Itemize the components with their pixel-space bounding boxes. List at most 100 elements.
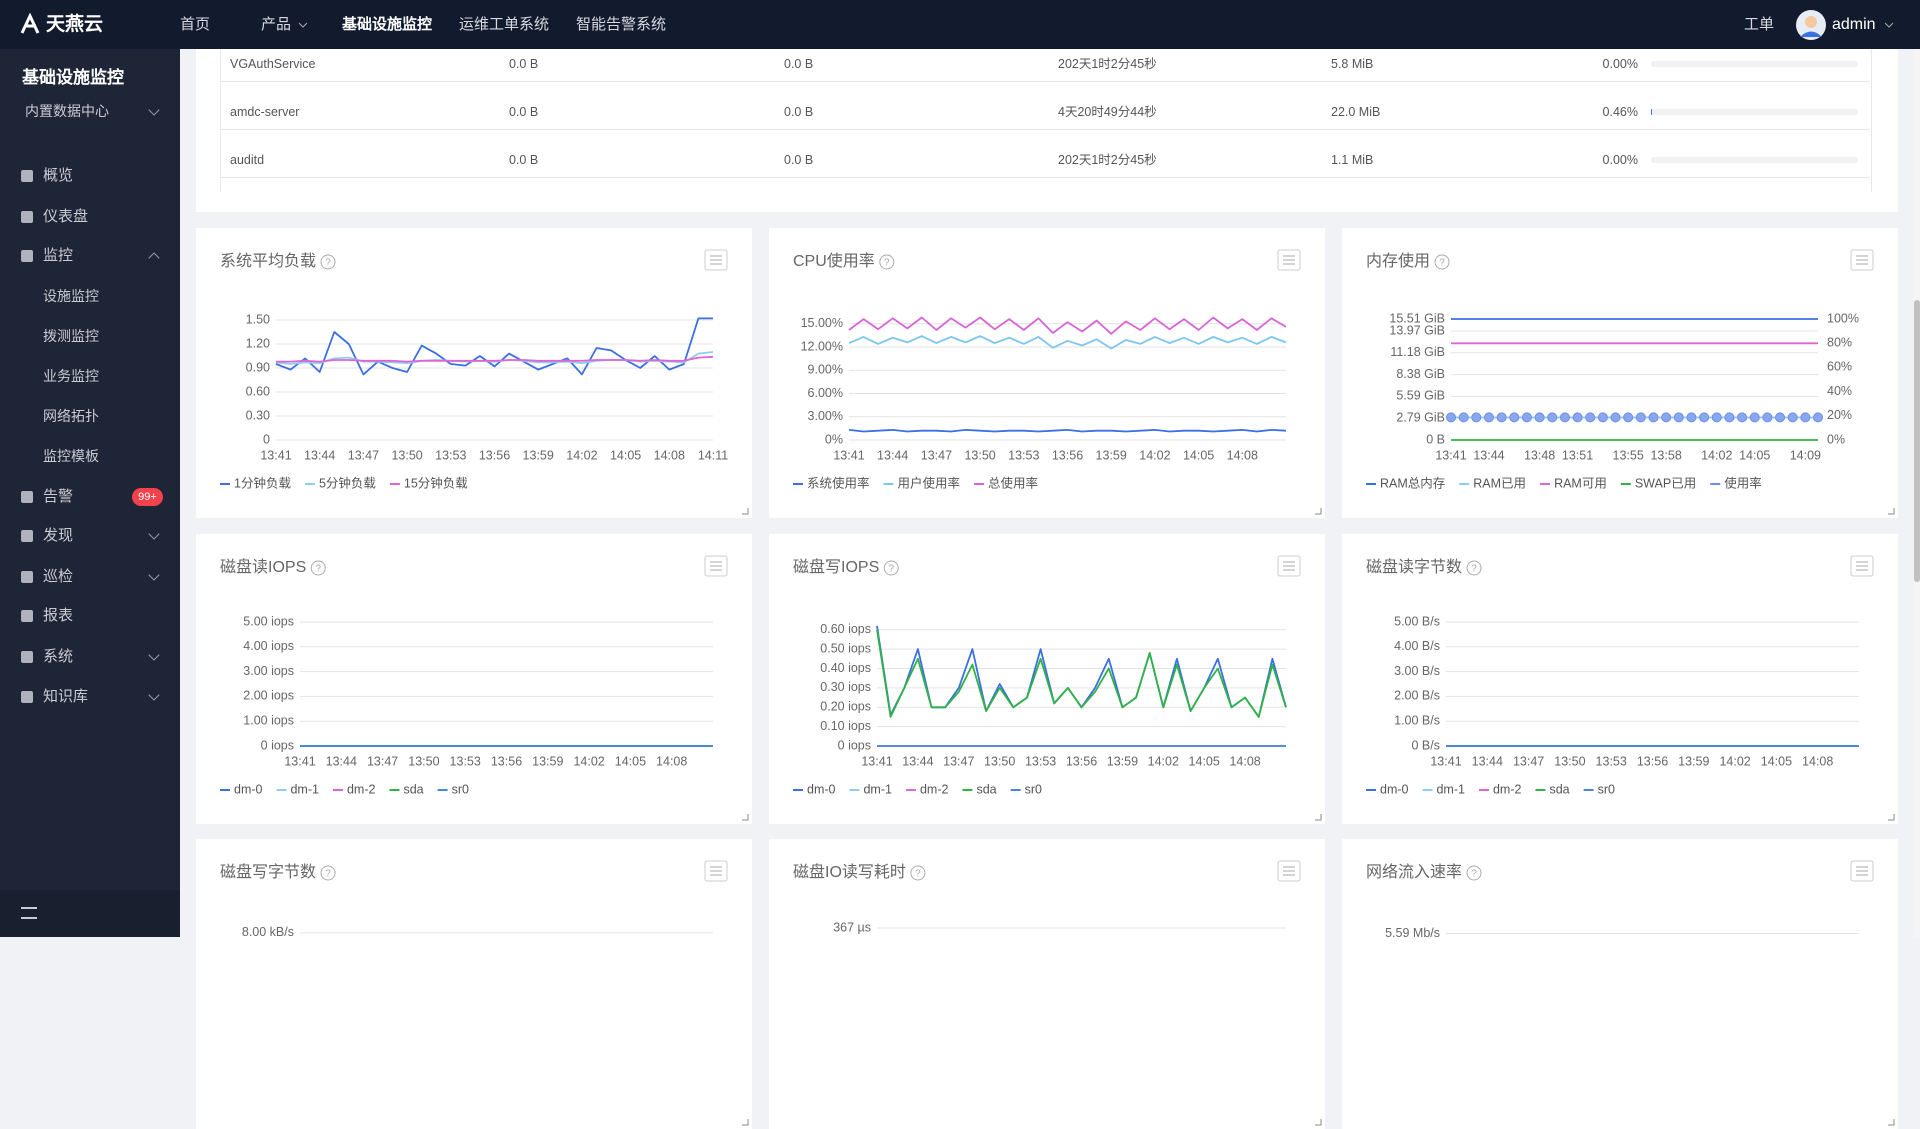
submenu-item[interactable]: 监控模板 <box>43 448 99 464</box>
series-line <box>848 335 1287 350</box>
help-icon <box>320 254 336 270</box>
progress-track <box>1651 61 1858 67</box>
series-line <box>876 629 1287 718</box>
y-tick-label: 0 B <box>1426 432 1445 446</box>
x-tick-label: 14:05 <box>1189 754 1220 768</box>
y-tick-label: 2.00 B/s <box>1394 689 1440 703</box>
menu-item[interactable]: 发现 <box>43 527 74 544</box>
scroll-thumb[interactable] <box>1914 300 1920 582</box>
top-nav: 天燕云 首页 产品 基础设施监控 运维工单系统 智能告警系统 工单 admin <box>0 0 1920 49</box>
avatar[interactable] <box>1796 10 1826 40</box>
table-cell: 4天20时49分44秒 <box>1058 105 1157 119</box>
x-tick-label: 13:59 <box>1678 754 1709 768</box>
nav-item[interactable]: 产品 <box>261 16 292 33</box>
y-tick-label: 15.51 GiB <box>1389 311 1445 325</box>
y-tick-label: 4.00 iops <box>243 639 294 653</box>
y-tick-label: 0.30 iops <box>820 680 871 694</box>
table-cell: 202天1时2分45秒 <box>1058 153 1157 167</box>
x-tick-label: 13:41 <box>284 754 315 768</box>
legend-label: sr0 <box>1598 782 1615 796</box>
nav-item-active[interactable]: 基础设施监控 <box>342 16 433 33</box>
data-point <box>1749 412 1760 423</box>
y2-tick-label: 0% <box>1827 432 1845 446</box>
y-tick-label: 0.60 iops <box>820 622 871 636</box>
resize-handle <box>742 508 749 515</box>
menu-icon <box>21 651 33 663</box>
data-point <box>1446 412 1456 423</box>
nav-item[interactable]: 运维工单系统 <box>459 16 550 33</box>
user-caret <box>1884 22 1894 28</box>
x-tick-label: 14:02 <box>573 754 604 768</box>
series-line <box>848 316 1287 335</box>
x-tick-label: 14:02 <box>1148 754 1179 768</box>
x-tick-label: 13:59 <box>523 448 554 462</box>
chart-title: 磁盘读字节数 <box>1366 557 1462 576</box>
x-tick-label: 14:11 <box>698 448 728 462</box>
legend-label: dm-2 <box>1493 782 1522 796</box>
y-tick-label: 5.00 iops <box>243 614 294 628</box>
legend-label: sda <box>1549 782 1569 796</box>
x-tick-label: 14:08 <box>1802 754 1833 768</box>
y-tick-label: 2.79 GiB <box>1396 411 1445 425</box>
y-tick-label: 2.00 iops <box>243 689 294 703</box>
resize-handle <box>1315 814 1322 821</box>
scrollbar[interactable] <box>1914 49 1920 937</box>
submenu-item[interactable]: 业务监控 <box>43 368 99 384</box>
legend-label: RAM可用 <box>1554 476 1607 490</box>
chart-title: 磁盘写IOPS <box>793 557 879 576</box>
x-tick-label: 13:51 <box>1562 448 1593 462</box>
menu-item[interactable]: 监控 <box>43 247 74 264</box>
menu-item[interactable]: 知识库 <box>43 688 89 705</box>
submenu-item[interactable]: 拨测监控 <box>43 328 99 344</box>
y-tick-label: 0.90 <box>246 360 270 374</box>
nav-caret <box>298 22 308 28</box>
data-point <box>1711 412 1722 423</box>
help-icon <box>883 560 899 576</box>
data-point <box>1534 412 1545 423</box>
data-point <box>1547 412 1558 423</box>
table-cell: 0.0 B <box>509 57 539 71</box>
help-icon <box>1466 560 1482 576</box>
nav-item[interactable]: 首页 <box>180 16 211 33</box>
table-cell: 0.00% <box>1602 57 1638 71</box>
menu-item[interactable]: 报表 <box>43 607 74 624</box>
menu-item[interactable]: 告警 <box>43 488 74 505</box>
user-name[interactable]: admin <box>1832 16 1876 33</box>
nav-link[interactable]: 工单 <box>1744 16 1775 33</box>
x-tick-label: 13:50 <box>408 754 439 768</box>
menu-icon <box>21 610 33 622</box>
menu-item[interactable]: 仪表盘 <box>43 208 89 225</box>
y-tick-label: 1.00 iops <box>243 713 294 727</box>
y-tick-label: 367 µs <box>833 920 871 934</box>
sidebar-title: 基础设施监控 <box>22 68 124 87</box>
legend-label: RAM总内存 <box>1380 476 1445 490</box>
datacenter-select[interactable]: 内置数据中心 <box>25 103 109 119</box>
resize-handle <box>1315 508 1322 515</box>
data-point <box>1623 412 1634 423</box>
submenu-item[interactable]: 网络拓扑 <box>43 408 99 424</box>
menu-icon <box>21 211 33 223</box>
menu-item[interactable]: 概览 <box>43 167 74 184</box>
menu-item[interactable]: 巡检 <box>43 568 74 585</box>
x-tick-label: 13:44 <box>902 754 933 768</box>
series-line <box>275 317 713 376</box>
submenu-item[interactable]: 设施监控 <box>43 288 99 304</box>
x-tick-label: 13:41 <box>1435 448 1466 462</box>
legend-label: dm-1 <box>290 782 319 796</box>
menu-item[interactable]: 系统 <box>43 648 74 665</box>
y2-tick-label: 80% <box>1827 335 1852 349</box>
y-tick-label: 3.00 B/s <box>1394 664 1440 678</box>
nav-item[interactable]: 智能告警系统 <box>576 16 667 33</box>
x-tick-label: 14:05 <box>1739 448 1770 462</box>
chart-panel: 内存使用 ? 0 B 2.79 GiB 5.59 GiB 8.38 GiB 11.18 Gi… <box>1342 228 1898 518</box>
table-cell: 1.1 MiB <box>1331 153 1374 167</box>
x-tick-label: 13:56 <box>491 754 522 768</box>
x-tick-label: 13:50 <box>1554 754 1585 768</box>
x-tick-label: 14:05 <box>615 754 646 768</box>
table-cell: 0.0 B <box>784 57 814 71</box>
y-tick-label: 5.59 Mb/s <box>1385 926 1440 940</box>
chart-panel: 系统平均负载 ? 0 0.30 0.60 0.90 1.20 1.50 13:41 13:44 13… <box>196 228 752 518</box>
chart-title: 系统平均负载 <box>220 252 316 270</box>
y-tick-label: 0 B/s <box>1412 738 1441 752</box>
